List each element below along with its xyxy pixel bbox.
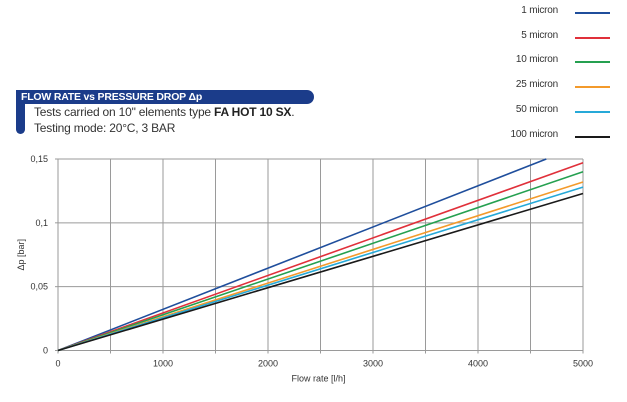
legend-item: 25 micron: [470, 78, 620, 94]
legend-label: 50 micron: [515, 103, 558, 115]
x-tick-label: 4000: [468, 359, 488, 369]
test-description-prefix: Tests carried on 10" elements type: [34, 105, 215, 119]
legend-item: 50 micron: [470, 103, 620, 119]
x-tick-label: 1000: [153, 359, 173, 369]
y-axis-label: Δp [bar]: [16, 239, 26, 271]
legend-swatch: [575, 61, 610, 64]
header-bar: [16, 90, 314, 104]
test-description: Tests carried on 10" elements type FA HO…: [34, 105, 295, 119]
y-tick-label: 0: [43, 346, 48, 356]
y-tick-label: 0,1: [35, 218, 48, 228]
tick-labels: 0 1000 2000 3000 4000 5000 0 0,05 0,1 0,15: [30, 154, 593, 369]
legend-swatch: [575, 36, 610, 39]
legend-label: 1 micron: [521, 5, 558, 16]
x-tick-label: 3000: [363, 359, 383, 369]
series-line-50-micron: [57, 186, 584, 352]
series-line-1-micron: [57, 158, 547, 352]
element-type: FA HOT 10 SX: [214, 105, 292, 119]
legend-label: 25 micron: [515, 79, 558, 91]
legend-label: 100 micron: [510, 128, 559, 140]
legend-item: 1 micron: [470, 4, 620, 20]
grid: [55, 158, 584, 354]
testing-mode: Testing mode: 20°C, 3 BAR: [34, 121, 176, 135]
x-axis-label: Flow rate [l/h]: [291, 374, 345, 384]
x-tick-label: 2000: [258, 359, 278, 369]
series-line-10-micron: [57, 171, 584, 352]
header-tab-decoration: [16, 100, 25, 134]
x-tick-label: 0: [55, 359, 60, 369]
x-tick-label: 5000: [573, 359, 593, 369]
series-lines: [57, 158, 584, 352]
series-line-5-micron: [57, 162, 584, 352]
legend-item: 10 micron: [470, 53, 620, 69]
legend-swatch: [575, 12, 610, 14]
legend-swatch: [575, 86, 610, 89]
legend-item: 5 micron: [470, 29, 620, 45]
legend-label: 10 micron: [515, 54, 558, 66]
series-line-25-micron: [57, 181, 584, 352]
legend-label: 5 micron: [521, 29, 558, 41]
legend-swatch: [575, 135, 610, 138]
series-line-100-micron: [57, 192, 584, 352]
chart-title: FLOW RATE vs PRESSURE DROP Δp: [21, 91, 203, 103]
y-tick-label: 0,05: [30, 282, 48, 292]
legend-swatch: [575, 110, 610, 113]
y-tick-label: 0,15: [30, 154, 48, 164]
test-description-suffix: .: [291, 105, 295, 119]
legend-item: 100 micron: [470, 128, 620, 144]
